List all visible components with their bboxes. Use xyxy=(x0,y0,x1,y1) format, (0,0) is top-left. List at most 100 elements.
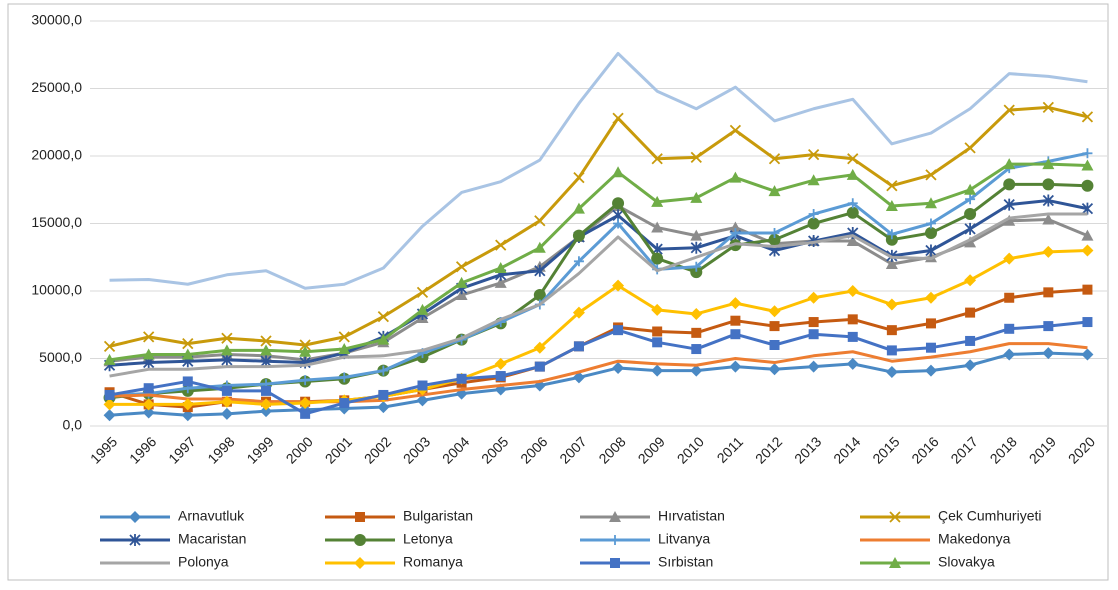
marker xyxy=(572,202,585,214)
legend-label: Romanya xyxy=(403,554,463,570)
marker xyxy=(260,344,273,356)
marker xyxy=(494,357,507,370)
legend-label: Slovakya xyxy=(938,554,995,570)
marker xyxy=(1003,214,1016,226)
legend-label: Makedonya xyxy=(938,531,1011,547)
series xyxy=(109,212,1088,378)
marker xyxy=(768,153,781,165)
marker xyxy=(768,363,781,376)
marker xyxy=(612,361,625,374)
marker xyxy=(730,329,741,340)
marker xyxy=(1003,104,1015,116)
marker xyxy=(964,236,977,248)
marker xyxy=(455,261,468,273)
marker xyxy=(807,174,820,186)
marker xyxy=(416,303,429,315)
marker xyxy=(261,385,272,396)
marker xyxy=(338,331,350,343)
legend-label: Sırbistan xyxy=(658,554,713,570)
marker xyxy=(1042,158,1055,170)
marker xyxy=(260,398,273,411)
marker xyxy=(103,340,116,352)
marker xyxy=(691,344,702,355)
marker xyxy=(885,366,898,378)
marker xyxy=(964,222,976,235)
marker xyxy=(299,397,312,410)
marker xyxy=(769,340,780,350)
marker xyxy=(925,244,937,257)
legend-item: Hırvatistan xyxy=(580,508,725,524)
y-tick-label: 20000,0 xyxy=(31,147,82,163)
marker xyxy=(807,291,820,304)
marker xyxy=(1081,229,1094,241)
marker xyxy=(1081,111,1094,123)
marker xyxy=(1043,321,1054,332)
marker xyxy=(925,318,936,329)
marker xyxy=(378,365,389,376)
marker xyxy=(181,348,194,360)
marker xyxy=(377,311,390,323)
legend-label: Hırvatistan xyxy=(658,508,725,524)
marker xyxy=(613,218,624,229)
marker xyxy=(1043,287,1054,298)
marker xyxy=(1042,194,1054,207)
marker xyxy=(964,274,977,287)
marker xyxy=(1042,178,1055,191)
marker xyxy=(377,333,390,345)
marker xyxy=(572,306,585,319)
marker xyxy=(729,221,742,233)
marker xyxy=(1003,178,1016,191)
marker xyxy=(1042,245,1055,258)
marker xyxy=(612,197,625,210)
marker xyxy=(691,261,702,272)
marker xyxy=(1081,159,1094,171)
marker xyxy=(651,364,664,377)
marker xyxy=(142,406,155,419)
y-tick-label: 10000,0 xyxy=(31,282,82,298)
marker xyxy=(807,217,820,230)
marker xyxy=(925,218,936,229)
marker xyxy=(1004,323,1015,334)
marker xyxy=(808,329,819,340)
marker xyxy=(1003,348,1016,361)
marker xyxy=(612,166,625,178)
marker xyxy=(181,409,194,422)
legend-item: Çek Cumhuriyeti xyxy=(860,508,1041,524)
marker xyxy=(612,279,625,292)
marker xyxy=(846,285,859,297)
marker xyxy=(729,124,742,136)
marker xyxy=(651,153,663,165)
marker xyxy=(534,264,546,277)
marker xyxy=(1082,317,1093,328)
marker xyxy=(730,227,741,238)
marker xyxy=(924,364,937,377)
series-line xyxy=(109,105,1088,348)
marker xyxy=(533,241,546,253)
marker xyxy=(846,235,859,247)
marker xyxy=(534,361,545,372)
legend-label: Letonya xyxy=(403,531,453,547)
series-line xyxy=(109,351,1088,417)
legend-label: Çek Cumhuriyeti xyxy=(938,508,1041,524)
series-line xyxy=(109,151,1088,397)
legend-label: Macaristan xyxy=(178,531,246,547)
legend-item: Makedonya xyxy=(860,531,1011,547)
series xyxy=(104,317,1093,419)
legend-item: Macaristan xyxy=(100,531,246,547)
marker xyxy=(690,151,702,163)
marker xyxy=(690,191,703,203)
marker xyxy=(142,398,155,411)
marker xyxy=(769,227,780,238)
legend-label: Polonya xyxy=(178,554,229,570)
marker xyxy=(1082,284,1093,295)
marker xyxy=(652,337,663,348)
marker xyxy=(417,380,428,391)
marker xyxy=(807,149,820,161)
marker xyxy=(220,407,233,420)
marker xyxy=(1081,179,1094,192)
marker xyxy=(846,206,859,219)
y-tick-label: 0,0 xyxy=(63,417,83,433)
marker xyxy=(690,307,703,320)
marker xyxy=(182,338,194,350)
marker xyxy=(847,314,858,325)
